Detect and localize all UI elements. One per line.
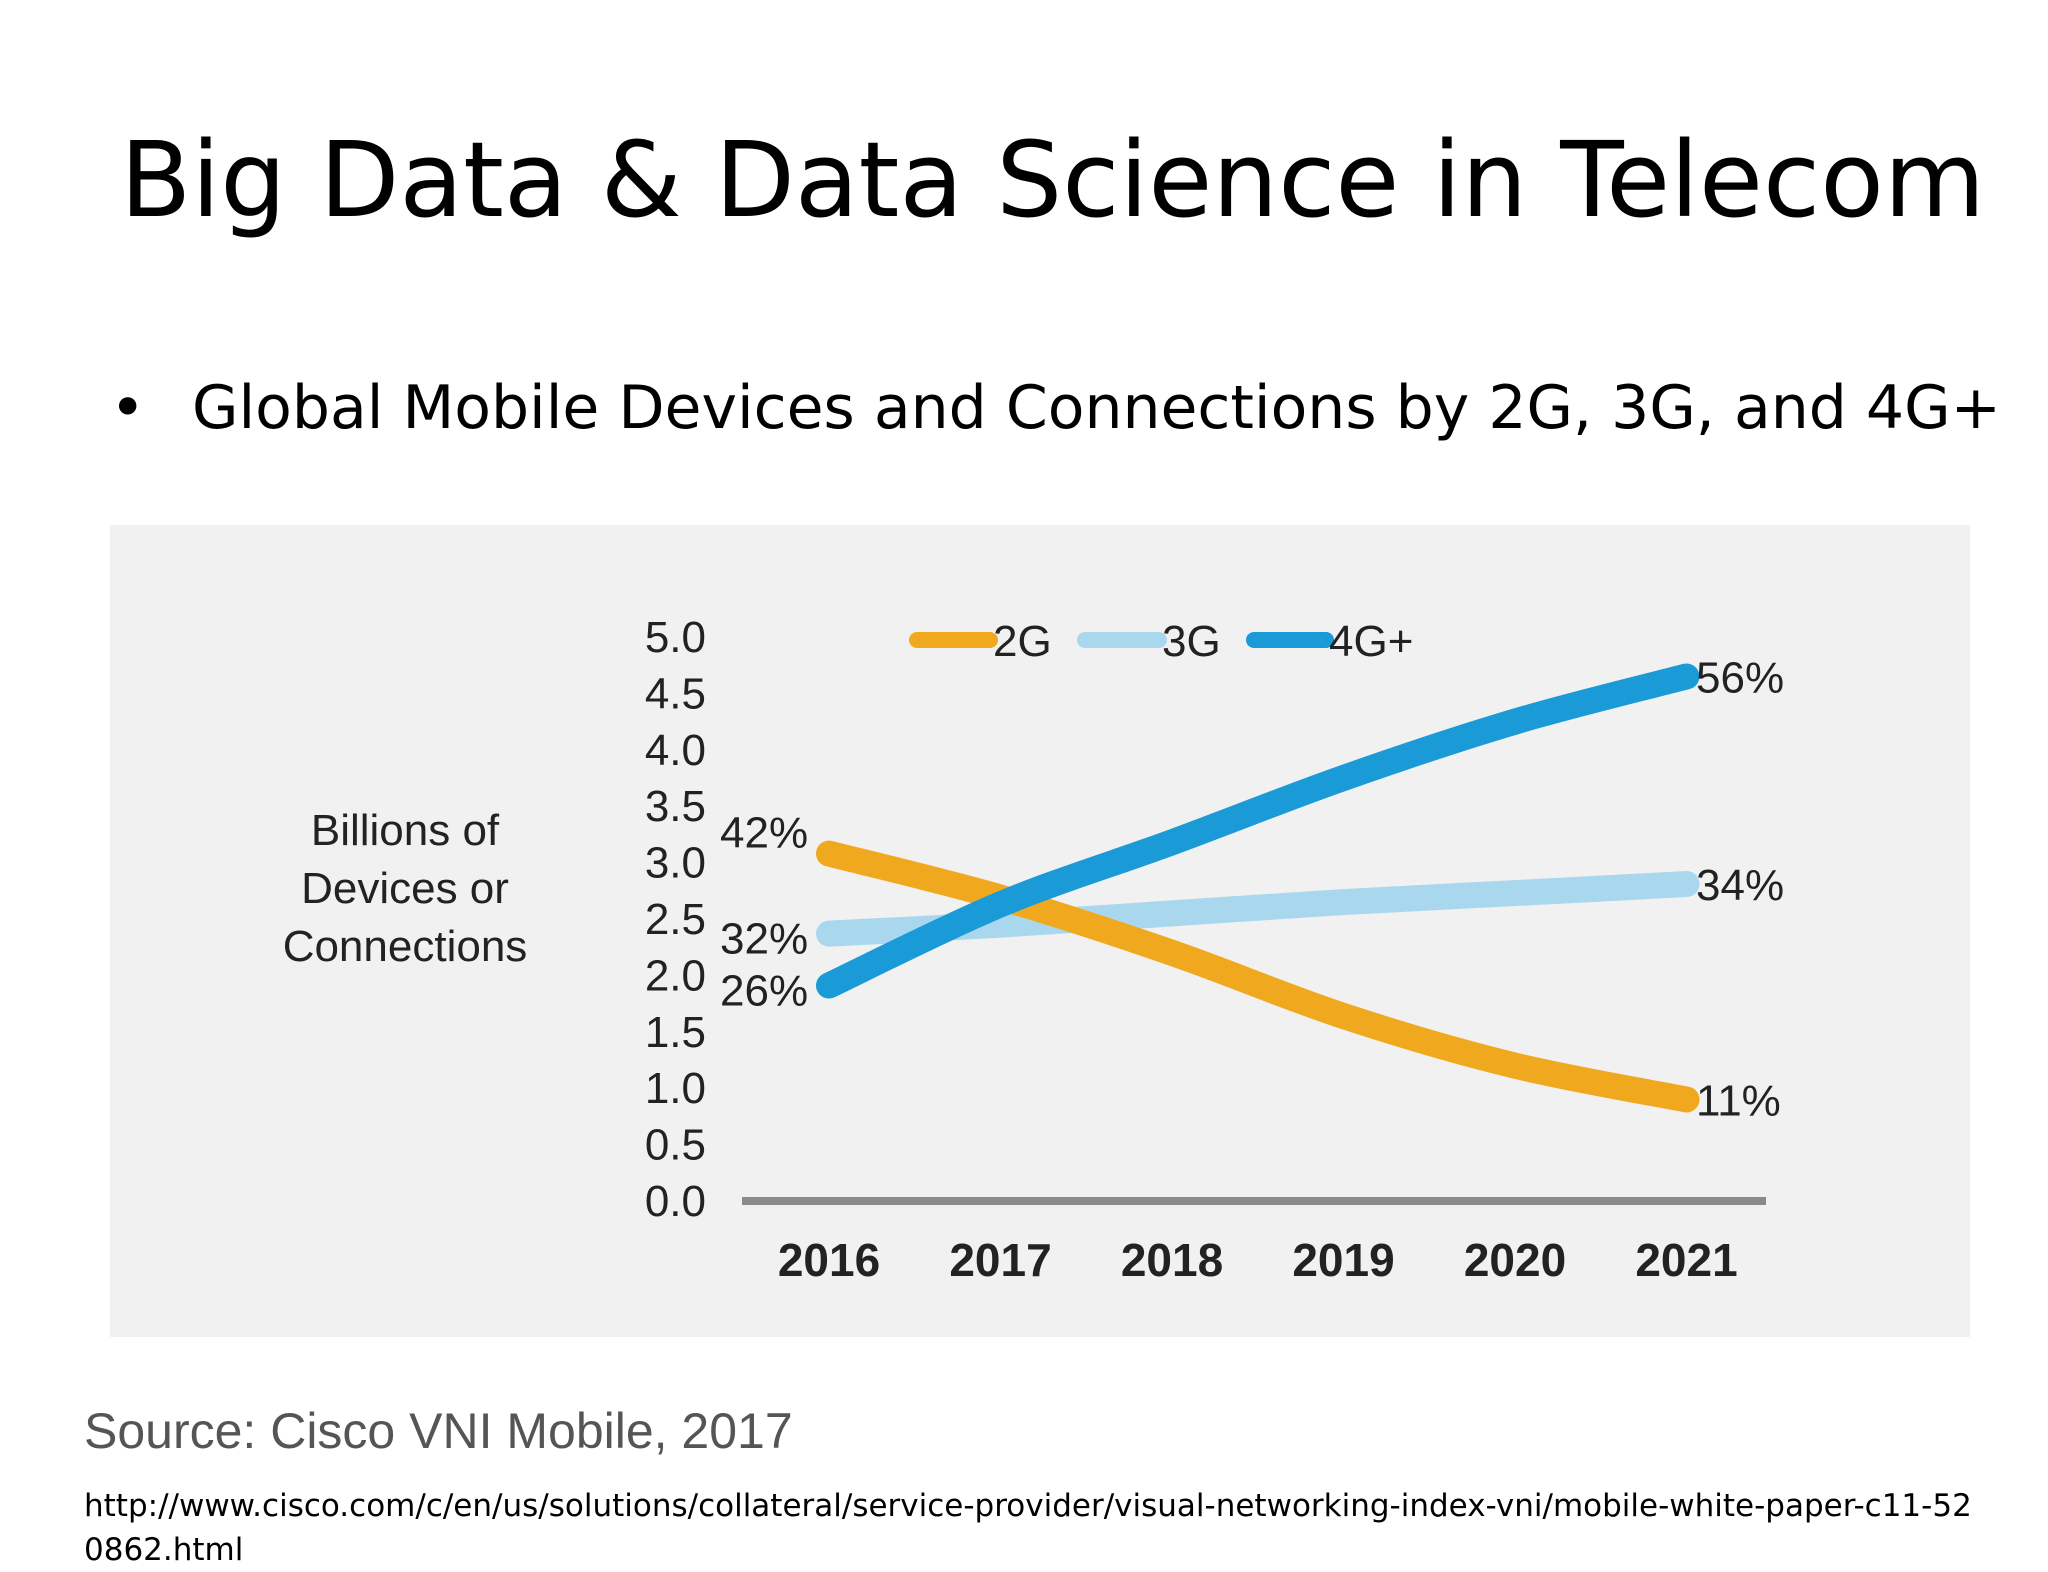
y-tick-label: 1.0	[645, 1064, 706, 1113]
y-tick-label: 2.0	[645, 951, 706, 1000]
y-tick-label: 4.5	[645, 669, 706, 718]
y-ticks: 0.0 0.5 1.0 1.5 2.0 2.5 3.0 3.5 4.0 4.5 5.0	[645, 613, 706, 1226]
legend: 2G 3G 4G+	[909, 617, 1413, 666]
data-label-start: 42%	[720, 809, 808, 858]
data-labels: 42% 11% 32% 34% 26% 56%	[720, 653, 1784, 1125]
x-ticks: 2016 2017 2018 2019 2020 2021	[778, 1234, 1738, 1286]
x-tick-label: 2016	[778, 1234, 880, 1286]
data-label-start: 32%	[720, 915, 808, 964]
source-url[interactable]: http://www.cisco.com/c/en/us/solutions/c…	[84, 1488, 1972, 1568]
data-label-end: 56%	[1696, 653, 1784, 702]
series-line-4gplus	[816, 663, 1700, 999]
y-tick-label: 0.5	[645, 1121, 706, 1170]
y-axis-label: Billions of Devices or Connections	[283, 806, 528, 971]
y-tick-label: 3.5	[645, 782, 706, 831]
y-axis-label-line: Connections	[283, 922, 528, 971]
y-axis-label-line: Billions of	[311, 806, 500, 855]
x-tick-label: 2017	[949, 1234, 1051, 1286]
bullet-item: • Global Mobile Devices and Connections b…	[110, 378, 2001, 438]
y-axis-label-line: Devices or	[301, 864, 509, 913]
source-text: Source: Cisco VNI Mobile, 2017	[84, 1403, 793, 1459]
data-label-end: 34%	[1696, 861, 1784, 910]
slide-title: Big Data & Data Science in Telecom	[120, 119, 1986, 241]
legend-label: 4G+	[1329, 617, 1413, 666]
x-tick-label: 2020	[1464, 1234, 1566, 1286]
data-label-start: 26%	[720, 967, 808, 1016]
y-tick-label: 0.0	[645, 1177, 706, 1226]
y-tick-label: 5.0	[645, 613, 706, 662]
y-tick-label: 1.5	[645, 1008, 706, 1057]
series-lines	[816, 663, 1700, 1113]
x-tick-label: 2019	[1292, 1234, 1394, 1286]
series-line-2g	[816, 840, 1700, 1113]
y-tick-label: 4.0	[645, 726, 706, 775]
legend-label: 2G	[993, 617, 1052, 666]
line-chart: Billions of Devices or Connections 0.0 0.5 1…	[110, 525, 1970, 1337]
x-tick-label: 2018	[1121, 1234, 1223, 1286]
bullet-dot: •	[110, 373, 146, 443]
x-tick-label: 2021	[1635, 1234, 1737, 1286]
y-tick-label: 2.5	[645, 895, 706, 944]
y-tick-label: 3.0	[645, 839, 706, 888]
legend-label: 3G	[1162, 617, 1221, 666]
data-label-end: 11%	[1696, 1076, 1781, 1125]
bullet-text: Global Mobile Devices and Connections by…	[192, 373, 2001, 443]
